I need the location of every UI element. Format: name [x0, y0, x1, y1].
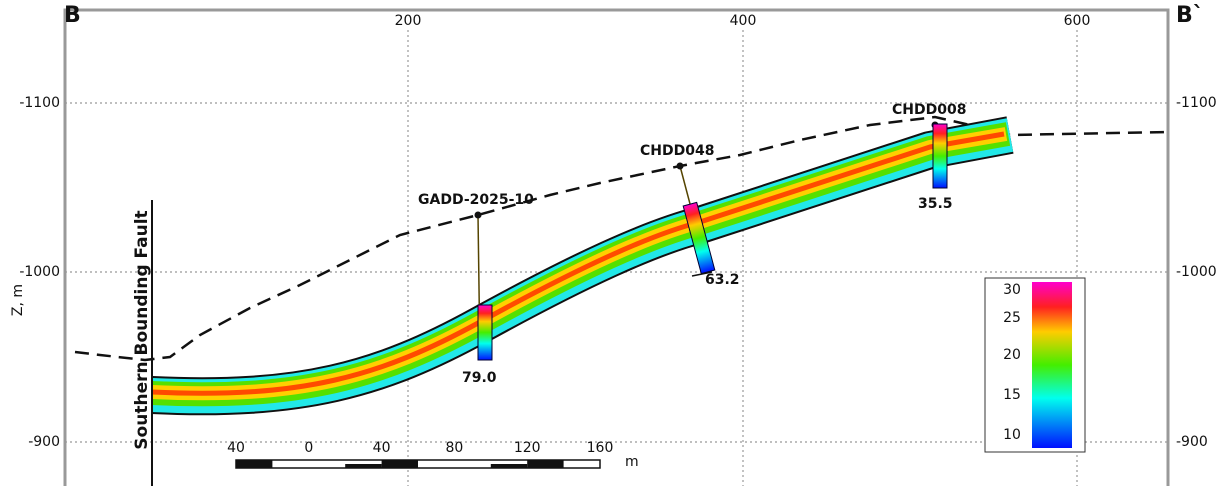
scale-tick: 160 — [587, 440, 614, 456]
scale-segment — [381, 460, 418, 464]
drill-hole: GADD-2025-10 79.0 — [418, 192, 534, 386]
scale-tick: 40 — [373, 440, 391, 456]
scale-segment — [527, 460, 564, 464]
hole-name: CHDD048 — [640, 143, 714, 159]
hole-value: 63.2 — [705, 272, 740, 288]
scale-tick: 80 — [445, 440, 463, 456]
scale-bar: m 40 0 40 80 120 160 — [227, 440, 639, 470]
topography — [74, 115, 1169, 362]
fault-label: Southern Bounding Fault — [132, 210, 152, 449]
scale-segment — [381, 464, 418, 468]
y-tick-label: -900 — [28, 434, 60, 450]
y-axis-title: Z, m — [10, 284, 26, 316]
hole-name: CHDD008 — [892, 102, 966, 118]
scale-tick: 0 — [304, 440, 313, 456]
y-tick-label-right: -900 — [1176, 434, 1208, 450]
frame — [63, 8, 1170, 486]
scale-unit: m — [625, 454, 639, 470]
scale-segment — [345, 464, 382, 468]
drill-hole: CHDD008 35.5 — [892, 102, 966, 212]
ore-body — [151, 116, 1014, 416]
y-tick-label-right: -1000 — [1176, 264, 1217, 280]
section-start: B — [64, 3, 81, 28]
legend: 30 25 20 15 10 — [984, 277, 1086, 453]
scale-tick: 40 — [227, 440, 245, 456]
scale-segment — [236, 460, 273, 464]
hole-value: 79.0 — [462, 370, 497, 386]
drill-hole: CHDD048 63.2 — [640, 143, 740, 288]
scale-segment — [236, 464, 273, 468]
scale-segment — [490, 464, 528, 468]
legend-tick: 20 — [1003, 347, 1021, 363]
legend-tick: 15 — [1003, 387, 1021, 403]
y-tick-label: -1100 — [19, 95, 60, 111]
scale-segment — [527, 464, 564, 468]
legend-tick: 10 — [1003, 427, 1021, 443]
x-tick-label: 600 — [1064, 13, 1091, 29]
x-tick-label: 400 — [730, 13, 757, 29]
hole-value: 35.5 — [918, 196, 953, 212]
legend-tick: 25 — [1003, 310, 1021, 326]
scale-tick: 120 — [514, 440, 541, 456]
legend-tick: 30 — [1003, 282, 1021, 298]
hole-name: GADD-2025-10 — [418, 192, 534, 208]
x-tick-label: 200 — [395, 13, 422, 29]
y-tick-label-right: -1100 — [1176, 95, 1217, 111]
section-end: B` — [1176, 3, 1204, 28]
y-tick-label: -1000 — [19, 264, 60, 280]
